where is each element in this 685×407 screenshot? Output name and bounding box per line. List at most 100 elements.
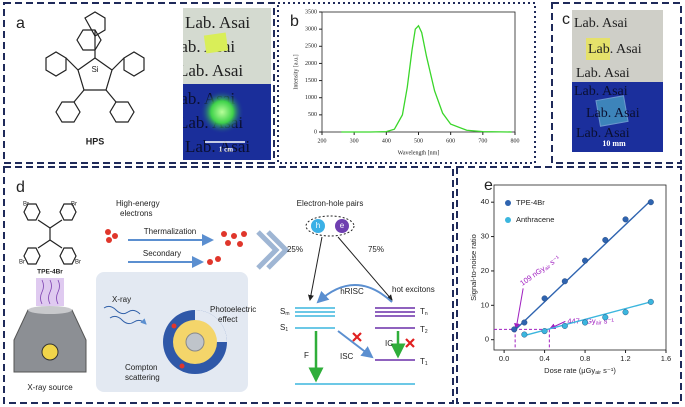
arrow (316, 284, 393, 304)
panel-frame (3, 2, 275, 164)
atom-label: Br (71, 202, 77, 208)
hole (311, 219, 325, 233)
label: Secondary (143, 249, 181, 258)
point (541, 328, 548, 335)
beam (40, 279, 60, 305)
legend-label: Anthracene (516, 215, 554, 224)
label: scattering (125, 373, 160, 382)
electron (105, 229, 111, 235)
label: High-energy (116, 199, 160, 208)
y-tick-label: 2000 (305, 61, 317, 67)
point (521, 331, 528, 338)
y-tick-label: 2500 (305, 44, 317, 50)
radiation-icon (41, 343, 59, 361)
x-tick-label: 600 (446, 138, 455, 144)
legend-marker (505, 200, 511, 206)
point (602, 314, 609, 321)
point (647, 199, 654, 206)
label: hRISC (340, 287, 364, 296)
y-tick-label: 10 (481, 300, 489, 309)
level-label: Sm (280, 307, 290, 317)
axis-label-part: air (544, 264, 552, 272)
label: e (340, 221, 345, 230)
point (511, 326, 518, 333)
forbidden (352, 332, 362, 342)
panel-frame (277, 2, 536, 164)
electron-cluster (207, 231, 247, 265)
sample-photo: Lab. Asai Lab. Asai Lab. Asai Lab. Asai … (178, 8, 271, 160)
panel-letter: c (562, 11, 570, 28)
plot-frame (493, 184, 667, 351)
panel-letter: e (484, 177, 493, 194)
source-label: X-ray source (27, 383, 73, 392)
label: 25% (287, 245, 303, 254)
annotation-arrow (549, 320, 566, 329)
annotation-arrow (514, 288, 524, 330)
axis-label: Dose rate (μGyair s⁻¹) (544, 366, 616, 376)
photo-text: Lab. Asai (588, 42, 642, 57)
panel-letter: d (16, 179, 25, 196)
panel-frame (456, 166, 682, 404)
x-axis-label: Wavelength [nm] (398, 150, 440, 156)
electron (112, 233, 118, 239)
atom-label: Br (23, 202, 29, 208)
x-tick-label: 700 (478, 138, 487, 144)
y-tick-label: 40 (481, 197, 489, 206)
hps-structure (45, 11, 145, 123)
label: ISC (340, 352, 354, 361)
molecule-label: HPS (86, 136, 105, 146)
arrow (337, 236, 393, 301)
x-tick-label: 0.0 (499, 354, 509, 363)
annotation: 109 nGyair s⁻¹ (518, 253, 562, 288)
pair-ellipse (305, 215, 355, 237)
forbidden (405, 338, 415, 348)
arrow (337, 330, 374, 359)
level-label: Tn (420, 307, 428, 317)
photo-text: Lab. Asai (178, 61, 243, 80)
point (622, 309, 629, 316)
y-tick-label: 20 (481, 266, 489, 275)
x-tick-label: 300 (350, 138, 359, 144)
legend-label: TPE-4Br (516, 198, 545, 207)
axis-label-part: 109 nGy (518, 264, 547, 288)
x-tick-label: 1.6 (661, 354, 671, 363)
y-tick-label: 3500 (305, 9, 317, 15)
x-tick-label: 0.8 (580, 354, 590, 363)
legend-marker (505, 217, 511, 223)
arrow (307, 236, 323, 301)
spectrum-line (341, 24, 512, 133)
atom-label: Si (91, 65, 98, 74)
point (561, 322, 568, 329)
y-tick-label: 30 (481, 232, 489, 241)
axis-label-part: s⁻¹) (601, 366, 616, 375)
axis-label-part: s⁻¹ (602, 316, 615, 325)
y-tick-label: 0 (485, 335, 489, 344)
chevron (256, 230, 290, 270)
label: Photoelectric (210, 305, 256, 314)
label: h (316, 221, 320, 230)
photo-text: Lab. Asai (586, 106, 640, 121)
point (561, 278, 568, 285)
axis-label-part: air (596, 321, 602, 327)
panel-letter: a (16, 15, 25, 32)
point (582, 319, 589, 326)
panel-frame (551, 2, 682, 164)
electron (106, 237, 112, 243)
label: 75% (368, 245, 384, 254)
fit-line (513, 199, 652, 332)
x-tick-label: 0.4 (539, 354, 549, 363)
electron (179, 363, 185, 369)
x-tick-label: 800 (511, 138, 520, 144)
y-tick-label: 500 (308, 112, 317, 118)
y-axis-label: Intensity [a.u.] (293, 54, 299, 89)
point (647, 298, 654, 305)
label: hot excitons (392, 285, 435, 294)
level-label: T1 (420, 357, 428, 367)
photo-text: Lab. Asai (185, 137, 250, 156)
x-tick-label: 200 (318, 138, 327, 144)
photo-text: Lab. Asai (576, 66, 630, 81)
scale-label: 10 mm (602, 139, 626, 148)
label: X-ray (112, 295, 131, 304)
scale-label: 1 cm (219, 146, 233, 154)
